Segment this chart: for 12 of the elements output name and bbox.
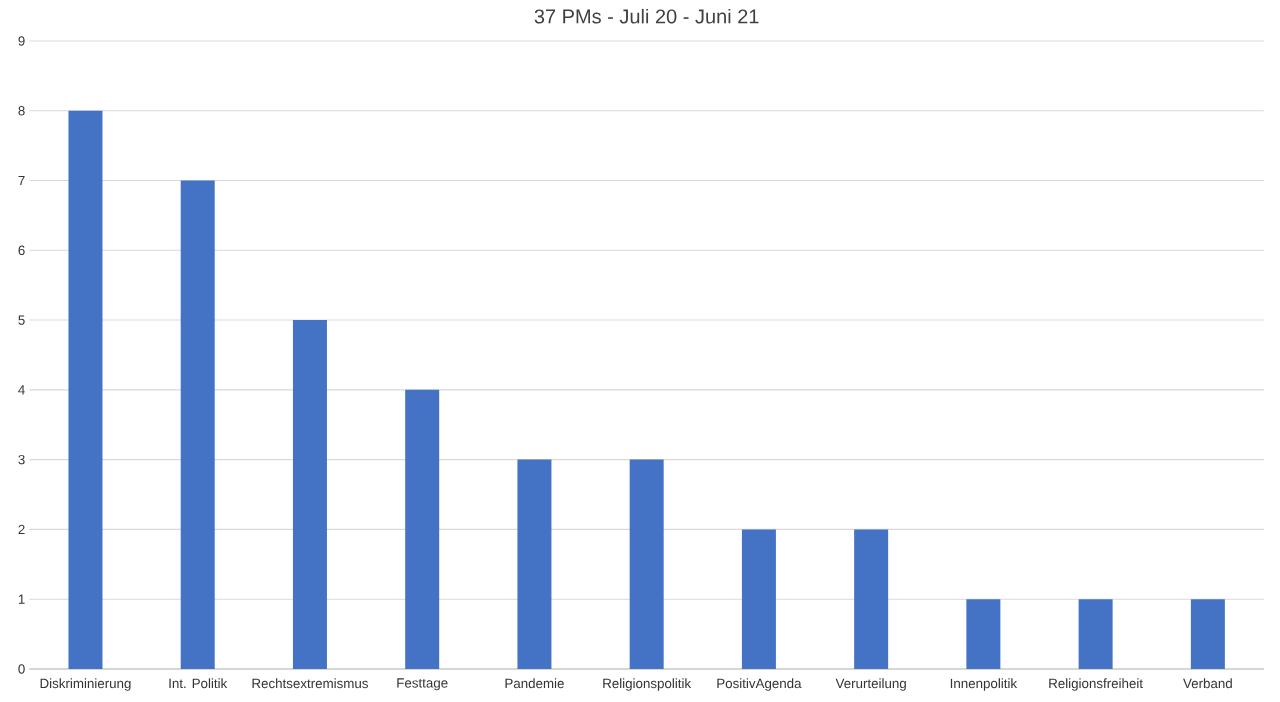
bar bbox=[1190, 598, 1225, 669]
bar bbox=[629, 459, 664, 669]
bar bbox=[1078, 598, 1113, 669]
bar bbox=[68, 110, 103, 669]
bar bbox=[405, 389, 440, 669]
bar bbox=[180, 180, 215, 669]
chart-title: 37 PMs - Juli 20 - Juni 21 bbox=[534, 8, 759, 24]
bar bbox=[966, 598, 1001, 669]
bar bbox=[741, 528, 776, 669]
bar bbox=[292, 319, 327, 669]
bar bbox=[854, 528, 889, 669]
bar bbox=[517, 459, 552, 669]
